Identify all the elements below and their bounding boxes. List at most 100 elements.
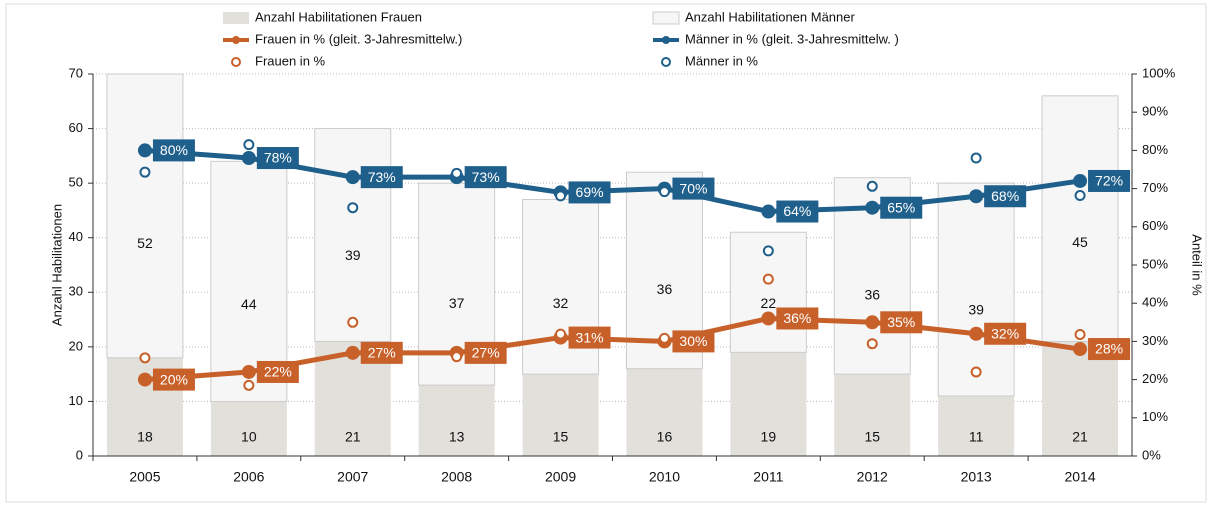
- bar-label: 45: [1072, 234, 1088, 250]
- bar: [314, 128, 392, 342]
- legend-swatch: [661, 57, 671, 67]
- line: [144, 147, 1081, 215]
- line-point: [137, 143, 152, 158]
- legend-label: Frauen in % (gleit. 3-Jahresmittelw.): [255, 31, 462, 46]
- scatter-point: [243, 379, 255, 391]
- y-tick-label: 0: [76, 447, 83, 462]
- line-point: [1073, 173, 1088, 188]
- bar: [938, 395, 1015, 456]
- bar: [210, 401, 287, 456]
- x-tick-label: 2005: [129, 469, 160, 485]
- x-tick-label: 2009: [545, 469, 576, 485]
- line-point: [241, 364, 256, 379]
- bar-label: 10: [241, 429, 257, 445]
- bar: [106, 73, 184, 359]
- bar: [626, 368, 703, 456]
- legend-label: Frauen in %: [255, 53, 326, 68]
- bar-label: 13: [449, 429, 465, 445]
- value-label-box: [464, 166, 507, 189]
- y-tick-label: 10: [69, 393, 83, 408]
- bar-label: 15: [864, 429, 880, 445]
- scatter-point: [866, 338, 878, 350]
- bar-label: 19: [761, 429, 777, 445]
- scatter-point: [1074, 329, 1086, 341]
- value-label-box: [984, 322, 1027, 345]
- y-tick-label: 60: [69, 120, 83, 135]
- value-label: 22%: [264, 364, 292, 380]
- scatter-point: [762, 273, 774, 285]
- line-point: [137, 372, 152, 387]
- scatter-point: [139, 352, 151, 364]
- value-label: 64%: [783, 203, 811, 219]
- value-label-box: [984, 185, 1027, 208]
- bar-label: 11: [969, 429, 984, 445]
- value-label-box: [256, 147, 299, 170]
- bar: [937, 182, 1015, 397]
- scatter-point: [970, 366, 982, 378]
- value-label: 27%: [368, 345, 396, 361]
- legend-swatch: [662, 36, 670, 44]
- value-label: 70%: [679, 180, 707, 196]
- line-point: [345, 345, 360, 360]
- value-label-box: [880, 196, 923, 219]
- y2-tick-label: 30%: [1142, 333, 1168, 348]
- legend-label: Anzahl Habilitationen Frauen: [255, 9, 422, 24]
- value-label-box: [1088, 169, 1131, 192]
- line-point: [761, 311, 776, 326]
- line-point: [1073, 342, 1088, 357]
- y-axis-label: Anzahl Habilitationen: [49, 204, 64, 326]
- scatter-point: [555, 190, 567, 202]
- x-tick-label: 2008: [441, 469, 472, 485]
- line-point: [241, 151, 256, 166]
- legend-label: Anzahl Habilitationen Männer: [685, 9, 855, 24]
- bar-label: 52: [137, 235, 153, 251]
- value-label-box: [568, 181, 611, 204]
- y2-tick-label: 80%: [1142, 142, 1168, 157]
- y2-tick-label: 0%: [1142, 447, 1161, 462]
- bar-label: 36: [657, 281, 673, 297]
- y2-tick-label: 60%: [1142, 218, 1168, 233]
- legend-swatch: [232, 36, 240, 44]
- value-label: 28%: [1095, 341, 1123, 357]
- scatter-point: [658, 186, 670, 198]
- bar-label: 39: [345, 247, 361, 263]
- bar-label: 15: [553, 429, 569, 445]
- value-label: 72%: [1095, 173, 1123, 189]
- scatter-point: [451, 351, 463, 363]
- bar-label: 32: [553, 295, 569, 311]
- legend-swatch: [231, 57, 241, 67]
- value-label-box: [1088, 338, 1131, 361]
- x-tick-label: 2011: [753, 469, 783, 485]
- value-label-box: [880, 311, 923, 334]
- value-label: 73%: [368, 169, 396, 185]
- y2-tick-label: 100%: [1142, 65, 1176, 80]
- value-label-box: [152, 368, 195, 391]
- value-label-box: [152, 139, 195, 162]
- bar-label: 39: [968, 302, 984, 318]
- value-label-box: [464, 341, 507, 364]
- y-tick-label: 40: [69, 229, 83, 244]
- value-label: 68%: [991, 188, 1019, 204]
- value-label-box: [360, 166, 403, 189]
- value-label: 78%: [264, 150, 292, 166]
- scatter-point: [658, 332, 670, 344]
- value-label-box: [776, 307, 819, 330]
- value-label: 36%: [783, 310, 811, 326]
- scatter-point: [555, 328, 567, 340]
- value-label: 73%: [472, 169, 500, 185]
- line-point: [969, 189, 984, 204]
- bar-label: 21: [1072, 429, 1088, 445]
- value-label-box: [256, 360, 299, 383]
- x-tick-label: 2007: [337, 469, 368, 485]
- x-tick-label: 2012: [857, 469, 888, 485]
- x-tick-label: 2014: [1064, 469, 1095, 485]
- y2-tick-label: 10%: [1142, 409, 1168, 424]
- value-label: 80%: [160, 142, 188, 158]
- y2-tick-label: 40%: [1142, 295, 1168, 310]
- scatter-point: [762, 245, 774, 257]
- bar: [1041, 95, 1119, 342]
- x-tick-label: 2006: [233, 469, 264, 485]
- bar-label: 16: [657, 429, 673, 445]
- y2-tick-label: 90%: [1142, 104, 1168, 119]
